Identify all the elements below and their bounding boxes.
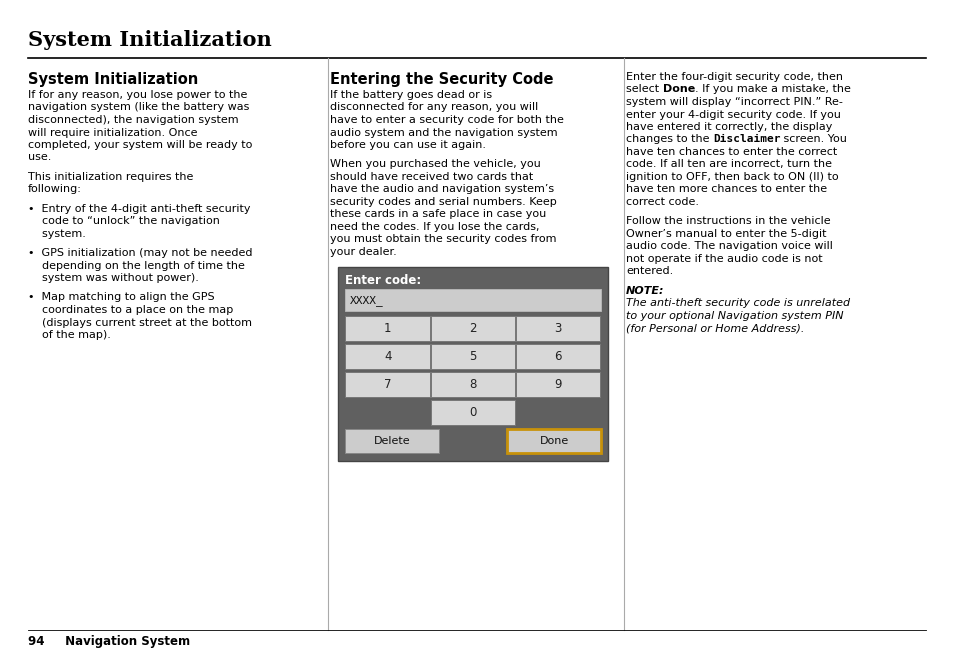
Text: have to enter a security code for both the: have to enter a security code for both t… (330, 115, 563, 125)
Text: Entering the Security Code: Entering the Security Code (330, 72, 553, 87)
Text: correct code.: correct code. (625, 197, 699, 207)
Text: ignition to OFF, then back to ON (II) to: ignition to OFF, then back to ON (II) to (625, 172, 838, 182)
Bar (337, 267, 607, 462)
Text: Disclaimer: Disclaimer (712, 134, 780, 145)
Text: system.: system. (28, 229, 86, 239)
Text: Follow the instructions in the vehicle: Follow the instructions in the vehicle (625, 216, 830, 226)
Text: of the map).: of the map). (28, 330, 111, 340)
Text: have entered it correctly, the display: have entered it correctly, the display (625, 122, 832, 132)
Text: 7: 7 (383, 378, 391, 391)
Text: navigation system (like the battery was: navigation system (like the battery was (28, 102, 249, 113)
Text: XXXX_: XXXX_ (350, 295, 383, 306)
Text: The anti-theft security code is unrelated: The anti-theft security code is unrelate… (625, 298, 849, 308)
Text: 8: 8 (469, 378, 476, 391)
Text: audio code. The navigation voice will: audio code. The navigation voice will (625, 241, 832, 252)
Text: Done: Done (538, 436, 568, 447)
Text: code to “unlock” the navigation: code to “unlock” the navigation (28, 216, 219, 226)
Text: NOTE:: NOTE: (625, 286, 664, 296)
Text: This initialization requires the: This initialization requires the (28, 172, 193, 182)
Bar (345, 316, 430, 341)
Text: have ten chances to enter the correct: have ten chances to enter the correct (625, 147, 837, 157)
Text: have the audio and navigation system’s: have the audio and navigation system’s (330, 185, 554, 194)
Text: depending on the length of time the: depending on the length of time the (28, 261, 245, 271)
Bar (345, 289, 600, 312)
Bar (345, 344, 430, 369)
Bar (516, 344, 599, 369)
Text: •  GPS initialization (may not be needed: • GPS initialization (may not be needed (28, 248, 253, 258)
Text: you must obtain the security codes from: you must obtain the security codes from (330, 234, 556, 244)
Text: Enter the four-digit security code, then: Enter the four-digit security code, then (625, 72, 842, 82)
Text: When you purchased the vehicle, you: When you purchased the vehicle, you (330, 159, 540, 170)
Text: screen. You: screen. You (780, 134, 846, 145)
Text: 6: 6 (554, 350, 561, 363)
Text: security codes and serial numbers. Keep: security codes and serial numbers. Keep (330, 197, 557, 207)
Text: 94     Navigation System: 94 Navigation System (28, 635, 190, 648)
Bar (345, 430, 438, 453)
Text: code. If all ten are incorrect, turn the: code. If all ten are incorrect, turn the (625, 160, 831, 170)
Text: If for any reason, you lose power to the: If for any reason, you lose power to the (28, 90, 247, 100)
Text: Enter code:: Enter code: (345, 274, 421, 288)
Text: need the codes. If you lose the cards,: need the codes. If you lose the cards, (330, 222, 539, 232)
Text: Done: Done (662, 85, 694, 95)
Text: changes to the: changes to the (625, 134, 712, 145)
Text: (displays current street at the bottom: (displays current street at the bottom (28, 318, 252, 327)
Text: System Initialization: System Initialization (28, 30, 272, 50)
Text: system will display “incorrect PIN.” Re-: system will display “incorrect PIN.” Re- (625, 97, 842, 107)
Bar (516, 316, 599, 341)
Text: should have received two cards that: should have received two cards that (330, 172, 533, 182)
Text: •  Map matching to align the GPS: • Map matching to align the GPS (28, 293, 214, 303)
Text: System Initialization: System Initialization (28, 72, 198, 87)
Text: 2: 2 (469, 322, 476, 335)
Text: coordinates to a place on the map: coordinates to a place on the map (28, 305, 233, 315)
Text: disconnected), the navigation system: disconnected), the navigation system (28, 115, 238, 125)
Text: Delete: Delete (374, 436, 410, 447)
Text: audio system and the navigation system: audio system and the navigation system (330, 128, 558, 138)
Text: disconnected for any reason, you will: disconnected for any reason, you will (330, 102, 537, 113)
Bar (507, 430, 600, 453)
Text: will require initialization. Once: will require initialization. Once (28, 128, 197, 138)
Bar (431, 400, 515, 425)
Bar (431, 372, 515, 397)
Text: 0: 0 (469, 406, 476, 419)
Text: 5: 5 (469, 350, 476, 363)
Text: system was without power).: system was without power). (28, 273, 198, 283)
Text: before you can use it again.: before you can use it again. (330, 140, 485, 150)
Text: entered.: entered. (625, 267, 673, 276)
Text: 4: 4 (383, 350, 391, 363)
Text: enter your 4-digit security code. If you: enter your 4-digit security code. If you (625, 110, 840, 119)
Text: (for Personal or Home Address).: (for Personal or Home Address). (625, 323, 803, 333)
Text: your dealer.: your dealer. (330, 247, 396, 257)
Text: not operate if the audio code is not: not operate if the audio code is not (625, 254, 821, 264)
Bar (431, 316, 515, 341)
Text: If the battery goes dead or is: If the battery goes dead or is (330, 90, 492, 100)
Text: to your optional Navigation system PIN: to your optional Navigation system PIN (625, 311, 842, 321)
Bar (431, 344, 515, 369)
Text: 3: 3 (554, 322, 561, 335)
Text: 9: 9 (554, 378, 561, 391)
Text: •  Entry of the 4-digit anti-theft security: • Entry of the 4-digit anti-theft securi… (28, 203, 251, 214)
Text: 1: 1 (383, 322, 391, 335)
Text: completed, your system will be ready to: completed, your system will be ready to (28, 140, 253, 150)
Text: have ten more chances to enter the: have ten more chances to enter the (625, 185, 826, 194)
Bar (516, 372, 599, 397)
Text: Owner’s manual to enter the 5-digit: Owner’s manual to enter the 5-digit (625, 229, 825, 239)
Text: . If you make a mistake, the: . If you make a mistake, the (694, 85, 850, 95)
Text: use.: use. (28, 153, 51, 162)
Bar (345, 372, 430, 397)
Text: following:: following: (28, 185, 82, 194)
Text: select: select (625, 85, 662, 95)
Text: these cards in a safe place in case you: these cards in a safe place in case you (330, 209, 546, 219)
